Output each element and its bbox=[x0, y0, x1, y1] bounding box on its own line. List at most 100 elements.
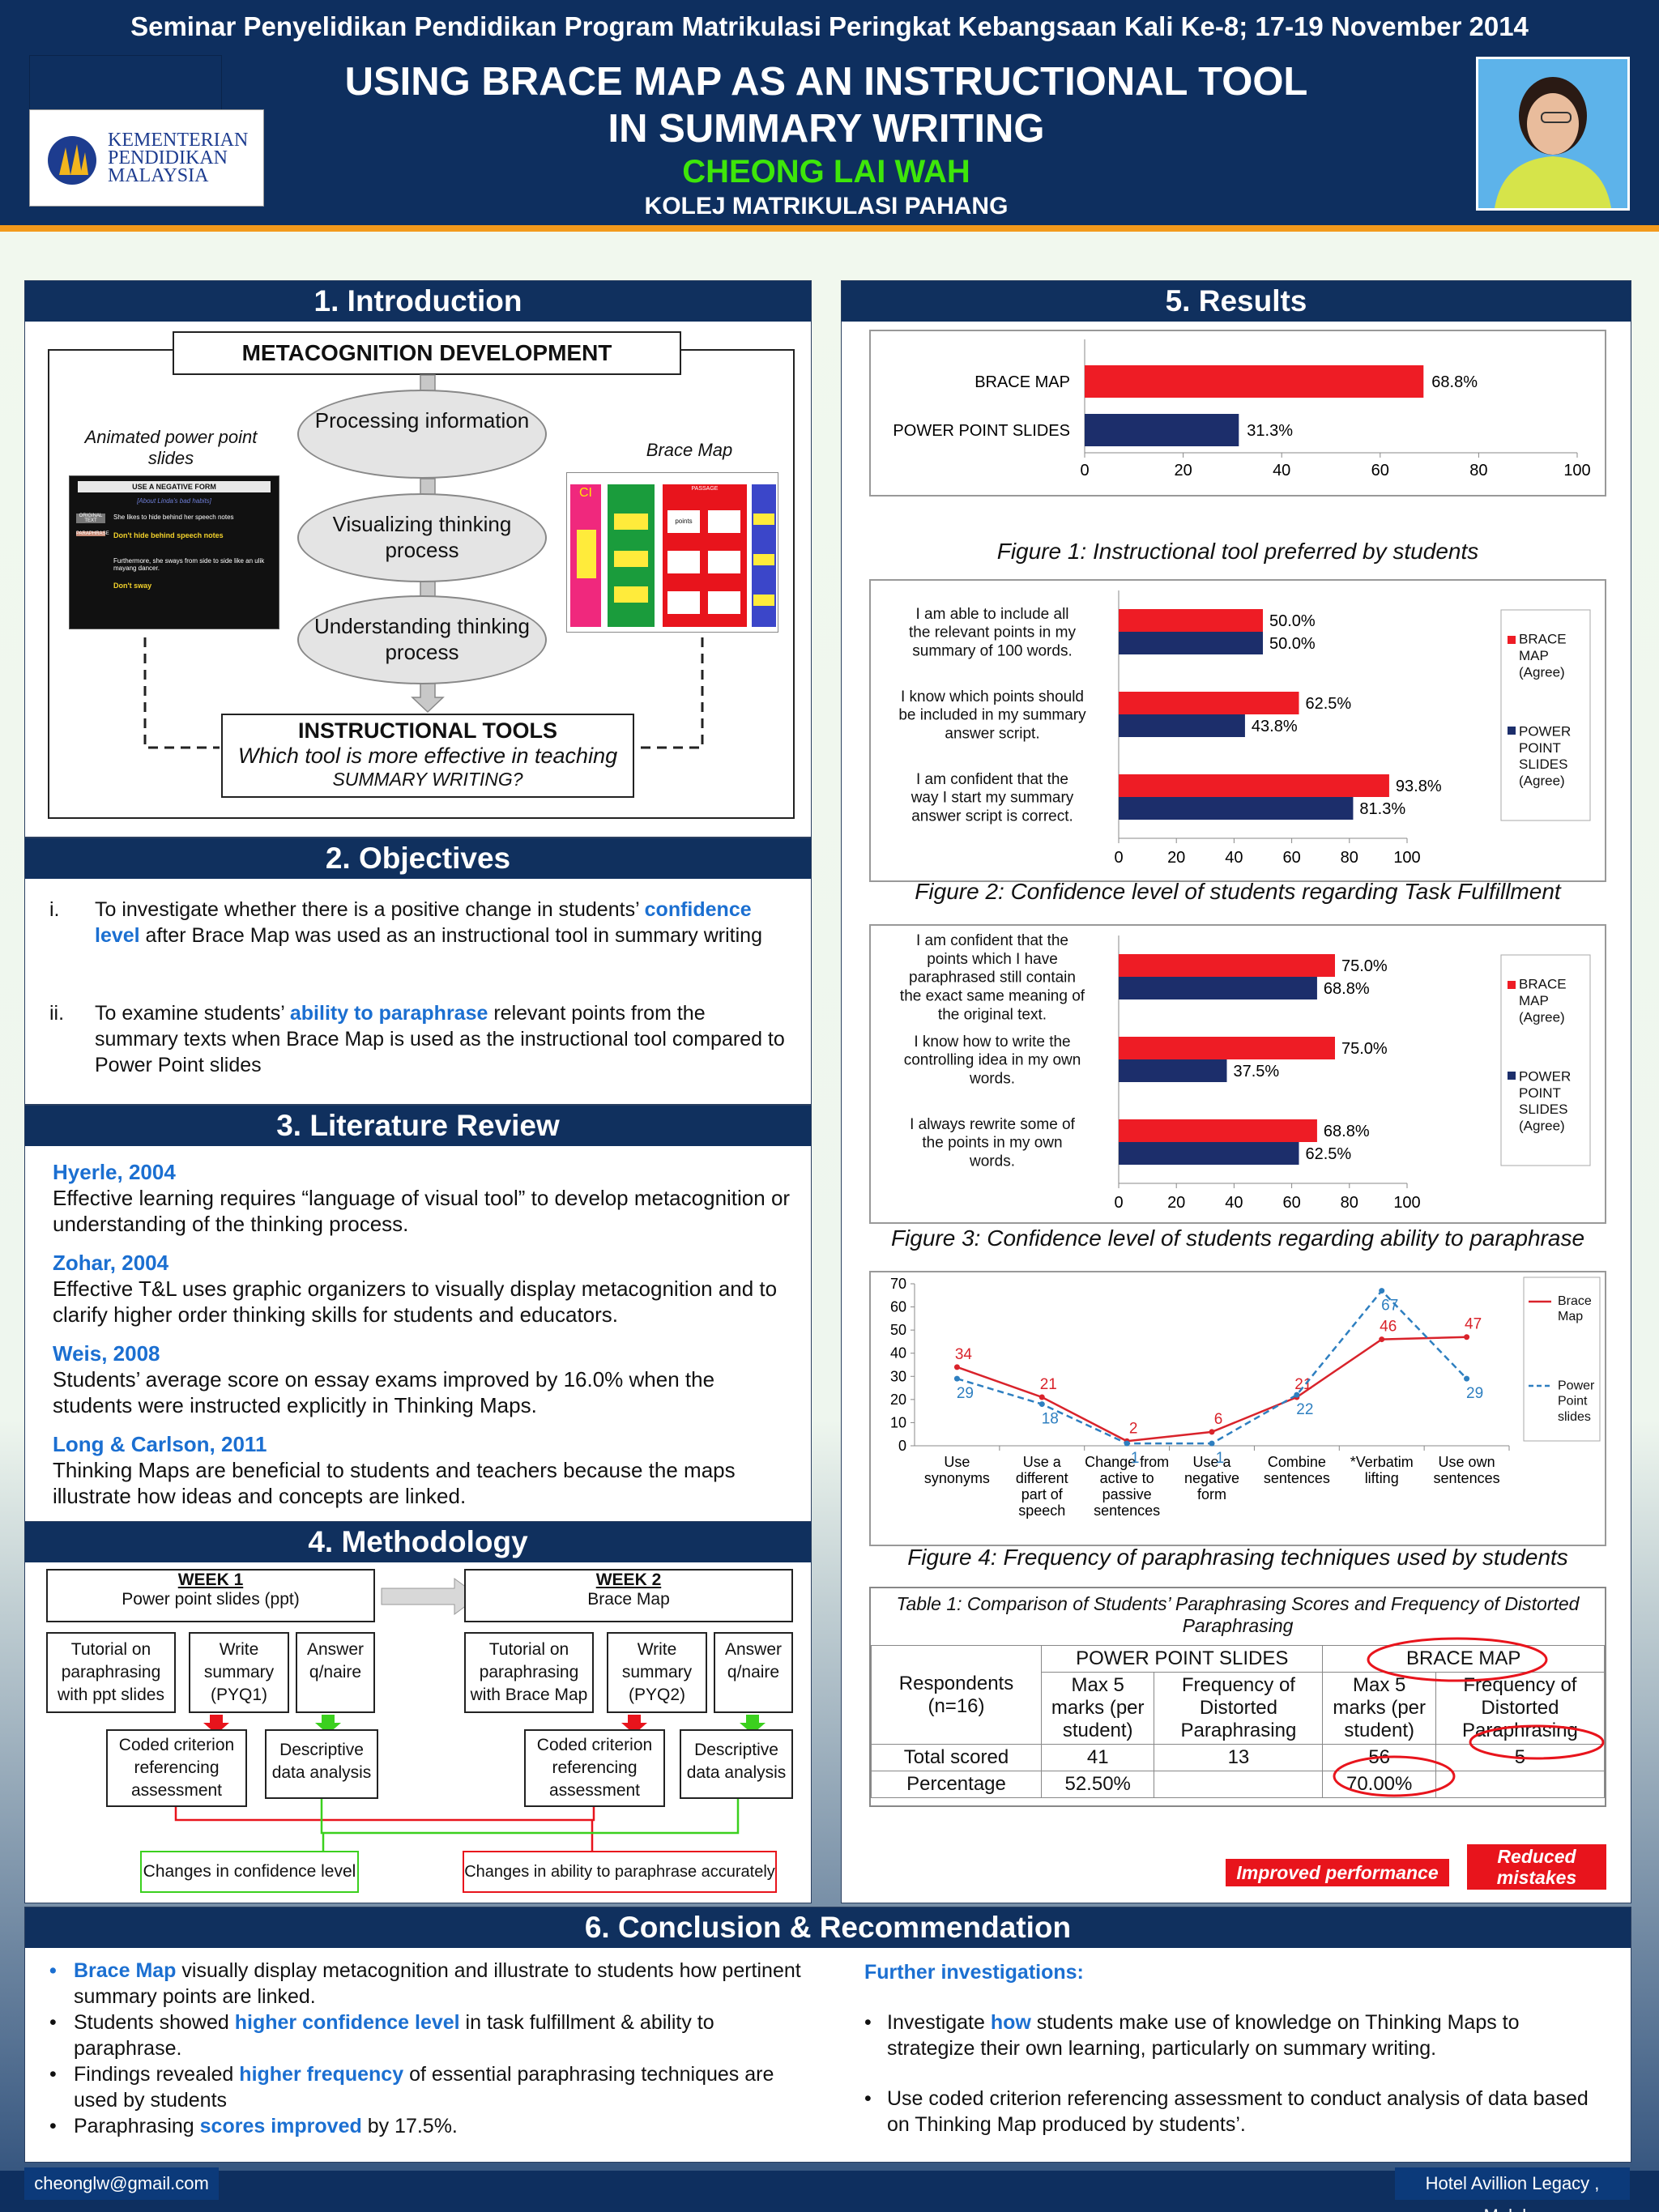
slide-line-4: Don't sway bbox=[113, 582, 152, 590]
objectives-panel: 2. Objectives i. To investigate whether … bbox=[24, 837, 812, 1105]
y-tick-label: 60 bbox=[890, 1299, 906, 1315]
data-point bbox=[1379, 1288, 1385, 1294]
legend-label: (Agree) bbox=[1519, 1009, 1565, 1025]
outcome-confidence: Changes in confidence level bbox=[140, 1851, 359, 1893]
slide-line-2: Don't hide behind speech notes bbox=[113, 531, 224, 539]
legend-label: Brace bbox=[1558, 1294, 1592, 1308]
slide-tag-original: ORIGINAL TEXT bbox=[76, 514, 105, 523]
title-line-1: USING BRACE MAP AS AN INSTRUCTIONAL TOOL bbox=[344, 60, 1308, 104]
brace-map-passage: PASSAGE bbox=[691, 486, 719, 492]
week2-write: Write summary (PYQ2) bbox=[607, 1632, 707, 1713]
data-point bbox=[1038, 1394, 1045, 1400]
category-label: way I start my summary bbox=[911, 790, 1074, 807]
y-tick-label: 20 bbox=[890, 1392, 906, 1408]
data-label: 68.8% bbox=[1324, 980, 1370, 998]
category-label: controlling idea in my own bbox=[904, 1052, 1081, 1069]
figure4-chart: 0 10 20 30 40 50 60 70 Use synonyms Use a different… bbox=[869, 1271, 1606, 1546]
data-label: 62.5% bbox=[1306, 695, 1352, 713]
x-tick-label: 0 bbox=[1114, 849, 1123, 867]
contact-email[interactable]: cheonglw@gmail.com bbox=[24, 2167, 219, 2200]
category-label: POWER POINT SLIDES bbox=[893, 422, 1070, 440]
category-label: I always rewrite some of bbox=[910, 1116, 1076, 1133]
instructional-tools-sub: SUMMARY WRITING? bbox=[332, 769, 523, 790]
category-label: I am confident that the bbox=[916, 932, 1068, 949]
bar bbox=[1119, 1037, 1335, 1059]
methodology-heading: 4. Methodology bbox=[25, 1522, 811, 1562]
literature-text: Thinking Maps are beneficial to students… bbox=[53, 1458, 736, 1508]
category-label: the relevant points in my bbox=[909, 624, 1076, 641]
ministry-emblem-icon bbox=[48, 136, 96, 185]
table-cell: 13 bbox=[1154, 1744, 1324, 1771]
data-label: 1 bbox=[1131, 1450, 1140, 1467]
table-cell: POWER POINT SLIDES bbox=[1040, 1645, 1324, 1673]
category-label: synonyms bbox=[924, 1470, 990, 1486]
y-tick-label: 30 bbox=[890, 1368, 906, 1384]
legend-label: POWER bbox=[1519, 723, 1571, 739]
data-label: 50.0% bbox=[1269, 635, 1316, 653]
literature-panel: 3. Literature Review Hyerle, 2004 Effect… bbox=[24, 1105, 812, 1523]
data-label: 67 bbox=[1381, 1298, 1398, 1315]
figure3-caption: Figure 3: Confidence level of students r… bbox=[890, 1225, 1585, 1251]
x-tick-label: 20 bbox=[1167, 849, 1185, 867]
data-label: 6 bbox=[1214, 1411, 1223, 1428]
x-tick-label: 40 bbox=[1273, 462, 1290, 479]
conclusion-highlight: Brace Map bbox=[74, 1959, 177, 1982]
legend-label: BRACE bbox=[1519, 632, 1567, 647]
logo-frame bbox=[29, 55, 222, 112]
category-label: I am able to include all bbox=[915, 606, 1068, 623]
legend-label: SLIDES bbox=[1519, 1102, 1567, 1117]
category-label: the original text. bbox=[938, 1006, 1047, 1023]
objective-i-text: To investigate whether there is a positi… bbox=[95, 898, 639, 921]
x-tick-label: 20 bbox=[1167, 1194, 1185, 1212]
further-investigations: Further investigations: • Investigate how… bbox=[864, 1959, 1610, 2137]
legend-box bbox=[1523, 1276, 1601, 1442]
data-point bbox=[1209, 1440, 1215, 1447]
venue-label: Hotel Avillion Legacy , Melaka bbox=[1395, 2167, 1630, 2212]
literature-author: Hyerle, 2004 bbox=[53, 1160, 176, 1184]
data-label: 29 bbox=[1466, 1385, 1483, 1402]
figure2-svg: 0 20 40 60 80 100 I am able to include allthe … bbox=[898, 590, 1591, 867]
logo-text-3: MALAYSIA bbox=[108, 165, 209, 186]
list-item: • Paraphrasing scores improved by 17.5%. bbox=[49, 2115, 458, 2137]
table-cell bbox=[1154, 1771, 1324, 1798]
objective-ii-number: ii. bbox=[49, 1002, 65, 1025]
y-tick-label: 10 bbox=[890, 1414, 906, 1430]
data-label: 37.5% bbox=[1234, 1063, 1280, 1080]
category-label: answer script. bbox=[945, 725, 1039, 742]
conclusion-text: Findings revealed bbox=[74, 2063, 240, 2086]
conclusion-text: Students showed bbox=[74, 2011, 235, 2034]
legend-label: slides bbox=[1558, 1410, 1591, 1424]
data-point bbox=[953, 1375, 960, 1382]
poster-title: USING BRACE MAP AS AN INSTRUCTIONAL TOOL… bbox=[243, 58, 1410, 152]
literature-text: Effective T&L uses graphic organizers to… bbox=[53, 1276, 778, 1327]
step-visualizing: Visualizing thinking process bbox=[297, 493, 547, 582]
y-tick-label: 40 bbox=[890, 1345, 906, 1362]
x-tick-label: 60 bbox=[1282, 1194, 1300, 1212]
literature-item: Zohar, 2004 Effective T&L uses graphic o… bbox=[53, 1250, 798, 1340]
x-tick-label: 100 bbox=[1393, 1194, 1420, 1212]
data-point bbox=[1464, 1375, 1470, 1382]
objective-i: To investigate whether there is a positi… bbox=[95, 897, 791, 948]
logo-text-2: PENDIDIKAN bbox=[108, 147, 228, 168]
instructional-tools-box: INSTRUCTIONAL TOOLS Which tool is more e… bbox=[221, 714, 634, 798]
figure1-svg: 0 20 40 60 80 100 BRACE MAP 68.8% POWER POINT SL… bbox=[893, 339, 1591, 479]
legend-box bbox=[1500, 954, 1591, 1166]
table-cell: Percentage bbox=[871, 1771, 1042, 1798]
bar bbox=[1119, 797, 1354, 820]
x-tick-label: 40 bbox=[1225, 1194, 1243, 1212]
x-tick-label: 80 bbox=[1341, 1194, 1358, 1212]
reduced-mistakes-tag: Reduced mistakes bbox=[1467, 1844, 1606, 1890]
brace-map-thumbnail: CI PASSAGE points bbox=[566, 472, 778, 633]
legend-swatch bbox=[1508, 727, 1516, 735]
bar bbox=[1085, 365, 1424, 398]
slide-subtitle: [About Linda's bad habits] bbox=[137, 497, 211, 505]
data-label: 22 bbox=[1296, 1401, 1313, 1418]
ministry-logo: KEMENTERIAN PENDIDIKAN MALAYSIA bbox=[29, 109, 264, 207]
category-label: I know which points should bbox=[901, 688, 1084, 705]
conclusion-text: in task fulfillment & ability to paraphr… bbox=[74, 2011, 714, 2060]
category-label: passive bbox=[1102, 1486, 1152, 1502]
week1-coded-assessment: Coded criterion referencing assessment bbox=[106, 1729, 247, 1807]
table-cell: Frequency of Distorted Paraphrasing bbox=[1154, 1672, 1324, 1745]
legend-label: Map bbox=[1558, 1310, 1583, 1323]
